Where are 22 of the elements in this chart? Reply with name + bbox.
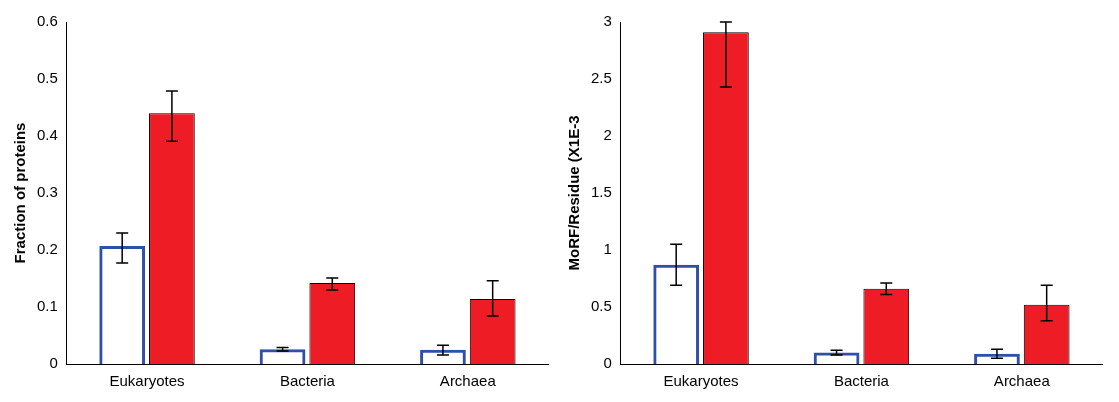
y-axis-title: MoRF/Residue (X1E-3 [565,115,583,271]
y-tick-label: 0.1 [36,297,58,315]
y-tick-label: 3 [603,12,612,30]
y-tick-label: 0.5 [36,69,58,87]
y-tick-label: 2 [603,126,612,144]
x-tick-label: Eukaryotes [663,372,739,390]
y-axis-title: Fraction of proteins [11,122,29,264]
y-tick-label: 0 [49,354,58,372]
x-tick-label: Bacteria [833,372,890,390]
y-tick-label: 2.5 [590,69,612,87]
y-tick-label: 0.2 [36,240,58,258]
y-tick-label: 1 [603,240,612,258]
x-tick-label: Bacteria [279,372,336,390]
y-tick-label: 0.6 [36,12,58,30]
x-tick-label: Archaea [439,372,497,390]
x-tick-label: Archaea [993,372,1051,390]
y-tick-label: 1.5 [590,183,612,201]
y-tick-label: 0 [603,354,612,372]
y-tick-label: 0.5 [590,297,612,315]
y-tick-label: 0.3 [36,183,58,201]
y-tick-label: 0.4 [36,126,58,144]
x-tick-label: Eukaryotes [109,372,185,390]
